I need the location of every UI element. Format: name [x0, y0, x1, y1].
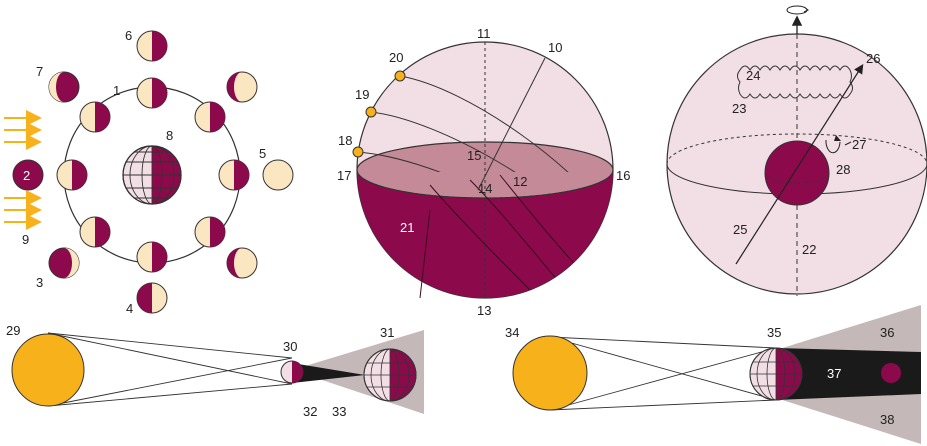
phase-moon-waning-crescent [48, 247, 80, 279]
label-37: 37 [827, 366, 841, 381]
label-6: 6 [125, 28, 132, 43]
earth-globe [122, 145, 182, 205]
precession-wavy-path [737, 65, 853, 99]
earth-eclipse-2 [749, 347, 803, 401]
star-position-18 [352, 146, 364, 158]
label-2: 2 [23, 168, 30, 183]
earth-eclipse-1 [363, 348, 417, 402]
orbit-moon-bottom [136, 241, 168, 273]
label-36: 36 [880, 325, 894, 340]
label-17: 17 [337, 168, 351, 183]
label-21: 21 [400, 220, 414, 235]
label-25: 25 [733, 222, 747, 237]
label-32: 32 [303, 404, 317, 419]
star-position-20 [394, 70, 406, 82]
label-1: 1 [113, 83, 120, 98]
label-5: 5 [259, 146, 266, 161]
label-9: 9 [22, 232, 29, 247]
orbit-moon-bottom-right [194, 216, 226, 248]
label-34: 34 [505, 325, 519, 340]
phase-moon-last-quarter [136, 282, 168, 314]
label-16: 16 [616, 168, 630, 183]
lunar-eclipse-panel: 34 35 36 37 38 [505, 305, 921, 444]
label-14: 14 [478, 181, 492, 196]
label-18: 18 [338, 133, 352, 148]
sunlight-arrows [4, 110, 42, 230]
label-27: 27 [852, 137, 866, 152]
solar-eclipse-panel: 29 30 31 32 33 [6, 323, 424, 419]
label-4: 4 [126, 301, 133, 316]
label-35: 35 [767, 325, 781, 340]
label-26: 26 [866, 51, 880, 66]
star-position-19 [365, 106, 377, 118]
phase-moon-waning-gibbous [226, 247, 258, 279]
sun-2 [512, 335, 588, 411]
label-30: 30 [283, 339, 297, 354]
label-29: 29 [6, 323, 20, 338]
phase-moon-first-quarter [136, 30, 168, 62]
orbit-moon-top [136, 77, 168, 109]
moon-phases-panel: 1 2 3 4 5 6 7 8 9 [4, 28, 294, 316]
label-38: 38 [880, 412, 894, 427]
label-20: 20 [389, 50, 403, 65]
label-33: 33 [332, 404, 346, 419]
sun-1 [11, 333, 85, 407]
label-13: 13 [477, 303, 491, 318]
small-earth [764, 140, 830, 206]
phase-moon-waxing-crescent [48, 71, 80, 103]
label-15: 15 [467, 148, 481, 163]
label-7: 7 [36, 64, 43, 79]
umbra-region [776, 348, 921, 400]
label-22: 22 [802, 242, 816, 257]
label-19: 19 [355, 87, 369, 102]
celestial-sphere-panel: 10 11 12 13 14 15 16 17 18 19 20 21 [337, 26, 630, 318]
eclipsed-moon [881, 363, 901, 383]
label-28: 28 [836, 162, 850, 177]
label-8: 8 [166, 128, 173, 143]
umbra-shadow [292, 363, 365, 383]
phase-moon-full [262, 159, 294, 191]
orbit-moon-top-right [194, 101, 226, 133]
orbit-moon-bottom-left [79, 216, 111, 248]
earth-rotation-axis [735, 63, 864, 265]
celestial-axis [477, 57, 546, 191]
label-10: 10 [548, 40, 562, 55]
label-31: 31 [380, 325, 394, 340]
orbit-moon-right [218, 159, 250, 191]
label-11: 11 [477, 26, 491, 41]
label-23: 23 [732, 101, 746, 116]
label-3: 3 [36, 275, 43, 290]
phase-moon-waxing-gibbous [226, 71, 258, 103]
precession-sphere-panel: 23 24 26 27 28 25 22 [666, 5, 927, 296]
orbit-moon-top-left [79, 101, 111, 133]
label-12: 12 [513, 174, 527, 189]
orbit-moon-left [56, 159, 88, 191]
label-24: 24 [746, 68, 760, 83]
moon-eclipse-1 [280, 360, 304, 384]
